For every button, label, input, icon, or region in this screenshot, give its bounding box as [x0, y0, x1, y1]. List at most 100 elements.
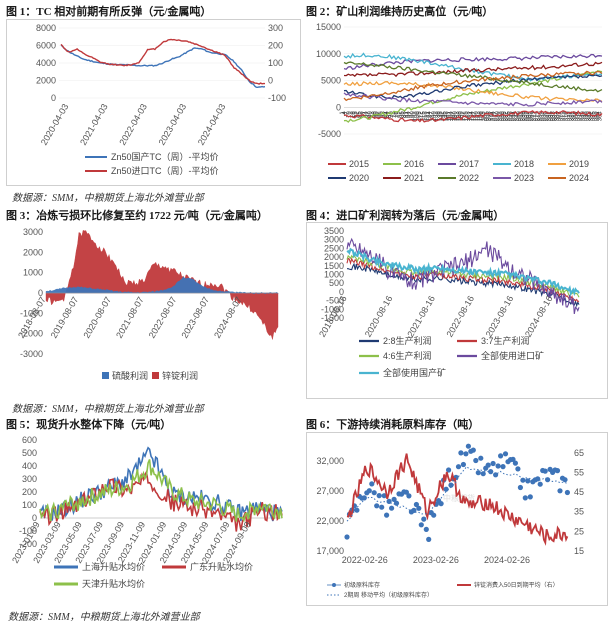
chart-2-legend-label: 2017: [459, 159, 479, 169]
chart-2-x-tick-label: 10: [346, 111, 352, 118]
chart-3-x-tick-label: 2020-08-07: [81, 295, 113, 340]
chart-3-tick-label: 1000: [23, 268, 43, 278]
chart-6-marker: [403, 489, 409, 495]
chart-2-x-tick-label: 238: [508, 111, 514, 122]
chart-5-tick-label: 100: [22, 500, 37, 510]
chart-3-tick-label: 0: [38, 288, 43, 298]
chart-6-marker: [478, 455, 484, 461]
chart-6-marker: [366, 488, 372, 494]
chart-2-x-tick-label: 253: [519, 111, 525, 122]
chart-panel-1: 0 2000 4000 6000 8000 -100 0 100 200 300 2020-04-0…: [6, 19, 301, 186]
chart-6-marker: [517, 484, 523, 491]
chart-2-legend-label: 2024: [569, 173, 589, 183]
panel-3-title: 图 3：冶炼亏损环比修复至约 1722 元/吨（元/金属吨）: [6, 210, 268, 222]
chart-2-legend-label: 2015: [349, 159, 369, 169]
chart-2-x-tick-label: 241: [510, 111, 516, 122]
chart-panel-2: -5000 0 5000 10000 15000 1 4 7 10 13 16 19 22 25 28 31 3…: [306, 19, 606, 184]
chart-6-left-tick-label: 22,000: [316, 516, 344, 526]
chart-6-marker: [512, 460, 518, 466]
chart-5-legend-label: 广东升贴水均价: [190, 561, 253, 572]
chart-2-x-tick-label: 91: [404, 111, 410, 118]
chart-5-series-line-3: [39, 459, 283, 523]
chart-2-series-line-2022: [343, 61, 603, 93]
chart-2-x-tick-label: 67: [387, 111, 393, 118]
chart-6-marker: [455, 464, 462, 470]
chart-3-area-zinc-ingot: [45, 230, 279, 340]
chart-2-x-tick-label: 106: [414, 111, 420, 122]
chart-2-x-tick-label: 220: [495, 111, 501, 122]
chart-2-x-tick-label: 118: [423, 111, 429, 121]
chart-5-legend-label: 上海升贴水均价: [82, 561, 145, 572]
chart-2-x-tick-label: 169: [459, 111, 465, 122]
chart-panel-6: 17,000 22,000 27,000 32,000 15 25 35 45 55 65 中粮期货…: [306, 432, 608, 606]
chart-6-legend-label: 2期周 移动平均（初级原料库存）: [344, 591, 433, 599]
chart-6-marker: [480, 471, 486, 477]
chart-6-marker: [557, 488, 563, 494]
chart-1-right-tick-label: 200: [268, 41, 283, 51]
chart-2-x-tick-label: 250: [516, 111, 522, 122]
chart-3-legend-label: 锌锭利润: [162, 370, 198, 381]
chart-3-tick-label: -1000: [20, 308, 43, 318]
chart-6-marker: [423, 526, 429, 532]
chart-2-x-tick-label: 343: [582, 111, 588, 122]
chart-2-legend-label: 2018: [514, 159, 534, 169]
chart-6-marker: [391, 496, 397, 502]
chart-4-x-tick-label: 2022-08-16: [444, 294, 476, 339]
chart-2-x-tick-label: 295: [548, 111, 554, 122]
chart-6-legend-swatch: [332, 583, 336, 587]
chart-6-marker: [510, 456, 516, 462]
chart-2-x-tick-label: 109: [417, 111, 423, 122]
chart-2-x-tick-label: 40: [368, 111, 374, 118]
chart-2-x-tick-label: 100: [410, 111, 416, 122]
chart-5-tick-label: 0: [32, 513, 37, 523]
chart-5-tick-label: -100: [19, 526, 37, 536]
chart-2-x-tick-label: 13: [349, 111, 355, 118]
chart-2-tick-label: 0: [336, 102, 341, 112]
chart-6-marker: [554, 468, 561, 474]
source-note-1: 数据源：SMM，中粮期货上海北外滩营业部: [12, 193, 204, 204]
chart-2-series-line-2021: [343, 61, 603, 78]
chart-6-x-tick-label: 2023-02-26: [413, 555, 459, 565]
chart-6-marker: [463, 451, 469, 457]
chart-6-marker: [426, 536, 432, 542]
panel-6-title: 图 6：下游持续消耗原料库存（吨）: [306, 419, 480, 431]
chart-1-legend-label: Zn50国产TC（周）-平均价: [111, 151, 219, 162]
source-note-2: 数据源：SMM，中粮期货上海北外滩营业部: [12, 404, 204, 415]
chart-2-x-tick-label: 340: [580, 111, 586, 122]
chart-2-legend-label: 2016: [404, 159, 424, 169]
chart-4-tick-label: -1000: [321, 304, 344, 314]
chart-2-x-tick-label: 286: [542, 111, 548, 122]
chart-1-left-tick-label: 6000: [36, 41, 56, 51]
chart-4-x-tick-label: 2020-08-16: [363, 294, 395, 339]
chart-6-marker: [376, 493, 382, 499]
chart-2-x-tick-label: 37: [366, 111, 372, 118]
chart-6-x-tick-label: 2022-02-26: [342, 555, 388, 565]
chart-2-x-tick-label: 328: [572, 111, 578, 122]
chart-6-right-tick-label: 25: [574, 526, 584, 536]
chart-2-x-tick-label: 73: [391, 111, 397, 118]
chart-2-x-tick-label: 322: [568, 111, 574, 122]
panel-5-title: 图 5：现货升水整体下降（元/吨）: [6, 419, 172, 431]
chart-panel-3: -3000 -2000 -1000 0 1000 2000 3000 2018-08-07 20…: [6, 222, 299, 397]
chart-2-x-tick-label: 148: [444, 111, 450, 122]
chart-6-series-line-dotted: [346, 466, 568, 522]
chart-6-legend-label: 初级原料库存: [344, 581, 380, 589]
chart-2-x-tick-label: 85: [400, 111, 406, 118]
chart-2-x-tick-label: 7: [344, 111, 350, 115]
chart-6-marker: [431, 512, 437, 518]
chart-2-x-tick-label: 274: [534, 111, 540, 122]
chart-6-marker: [448, 482, 454, 488]
chart-4-tick-label: 3500: [324, 226, 344, 236]
chart-1-x-tick-label: 2024-04-03: [196, 102, 228, 147]
chart-2-x-tick-label: 256: [521, 111, 527, 122]
chart-2-x-tick-label: 43: [370, 111, 376, 118]
chart-3-x-tick-label: 2023-08-07: [179, 295, 211, 340]
chart-2-tick-label: 10000: [316, 49, 341, 59]
chart-6-marker: [520, 477, 526, 483]
chart-4-tick-label: 1000: [324, 270, 344, 280]
chart-6-marker: [475, 470, 481, 476]
chart-4-tick-label: 2500: [324, 243, 344, 253]
chart-2-x-tick-label: 139: [438, 111, 444, 122]
chart-2-x-tick-label: 298: [551, 111, 557, 122]
